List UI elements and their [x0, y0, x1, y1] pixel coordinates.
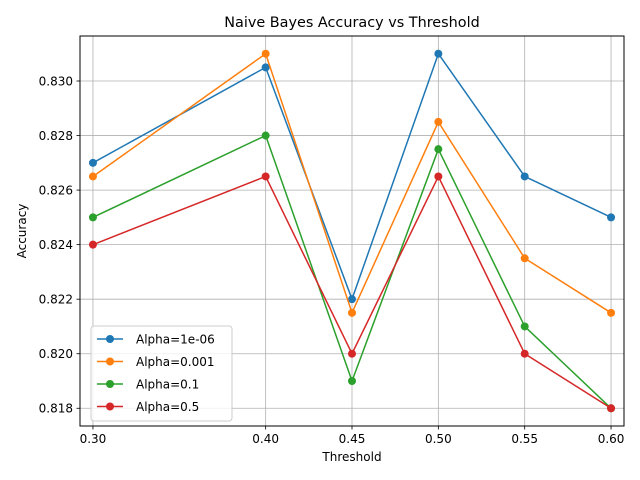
legend-label: Alpha=0.001 [136, 355, 215, 369]
legend-label: Alpha=0.1 [136, 377, 199, 391]
data-point [348, 349, 356, 358]
data-point [261, 131, 270, 140]
legend-marker [106, 335, 114, 343]
y-tick-label: 0.820 [39, 347, 73, 361]
legend-marker [106, 402, 114, 411]
legend-box [90, 325, 233, 422]
legend-marker [106, 357, 114, 366]
y-tick-label: 0.828 [39, 129, 73, 143]
data-point [434, 117, 443, 126]
y-tick-label: 0.830 [39, 74, 73, 88]
data-point [434, 145, 443, 154]
series [88, 172, 616, 413]
y-axis-ticks: 0.818 0.820 0.822 0.824 0.826 0.828 0.830 [39, 74, 80, 416]
y-tick-label: 0.818 [39, 402, 73, 416]
series-line [92, 52, 612, 314]
data-point [520, 254, 529, 263]
x-tick-label: 0.55 [511, 432, 538, 446]
series [88, 49, 616, 304]
data-point [348, 308, 356, 317]
x-tick-label: 0.45 [339, 432, 366, 446]
data-point [88, 158, 97, 167]
data-point [88, 240, 97, 249]
data-point [261, 172, 270, 181]
legend-marker [106, 380, 114, 388]
data-point [520, 349, 529, 358]
data-point [88, 213, 97, 222]
x-tick-label: 0.40 [252, 432, 279, 446]
data-point [88, 172, 97, 181]
legend-label: Alpha=1e-06 [136, 332, 215, 346]
data-point [261, 63, 270, 72]
series-line [92, 52, 612, 300]
y-tick-label: 0.824 [39, 238, 73, 252]
legend-label: Alpha=0.5 [136, 400, 199, 414]
chart-title: Naive Bayes Accuracy vs Threshold [224, 15, 479, 31]
data-point [348, 295, 356, 304]
data-point [520, 172, 529, 181]
series [88, 49, 616, 317]
x-axis-title: Threshold [321, 450, 381, 464]
data-point [348, 377, 356, 385]
data-point [607, 308, 616, 317]
data-point [434, 172, 443, 181]
y-tick-label: 0.826 [39, 183, 73, 197]
data-point [520, 322, 529, 331]
data-point [261, 49, 270, 58]
x-axis-ticks: 0.30 0.40 0.45 0.50 0.55 0.60 [80, 426, 625, 446]
legend: Alpha=1e-06 Alpha=0.001 Alpha=0.1 Alpha=0.5 [90, 325, 233, 422]
x-tick-label: 0.50 [425, 432, 452, 446]
series-line [92, 175, 612, 409]
x-tick-label: 0.60 [598, 432, 625, 446]
data-point [434, 49, 443, 58]
data-point [607, 404, 616, 413]
y-axis-title: Accuracy [15, 204, 29, 259]
series-layer [88, 49, 616, 413]
data-point [607, 213, 616, 222]
y-tick-label: 0.822 [39, 292, 73, 306]
x-tick-label: 0.30 [80, 432, 107, 446]
